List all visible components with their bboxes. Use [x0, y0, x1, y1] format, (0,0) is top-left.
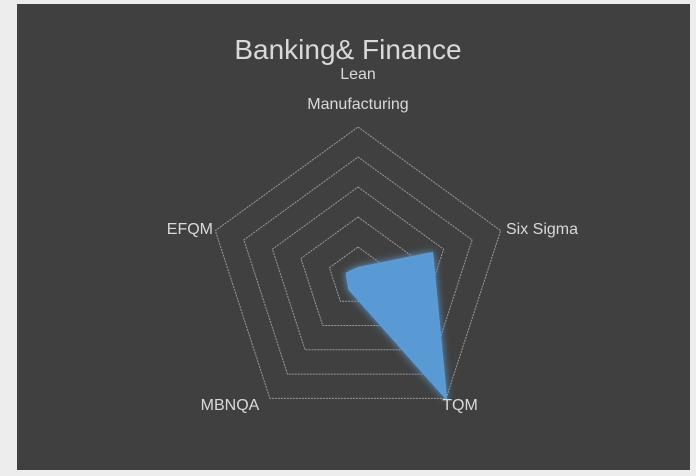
category-label: MBNQA — [200, 397, 260, 414]
grid-ring — [243, 156, 473, 375]
chart-title: Banking& Finance — [234, 34, 462, 65]
grid-ring — [271, 186, 445, 351]
grid-ring — [328, 246, 388, 302]
chart-panel — [17, 4, 690, 470]
data-area — [345, 251, 448, 402]
category-label: TQM — [442, 397, 478, 414]
category-label: Lean Manufacturing — [307, 66, 409, 113]
grid-ring — [214, 126, 502, 399]
category-label: Six Sigma — [506, 221, 579, 238]
category-label: EFQM — [166, 221, 213, 238]
grid-ring — [300, 216, 416, 327]
